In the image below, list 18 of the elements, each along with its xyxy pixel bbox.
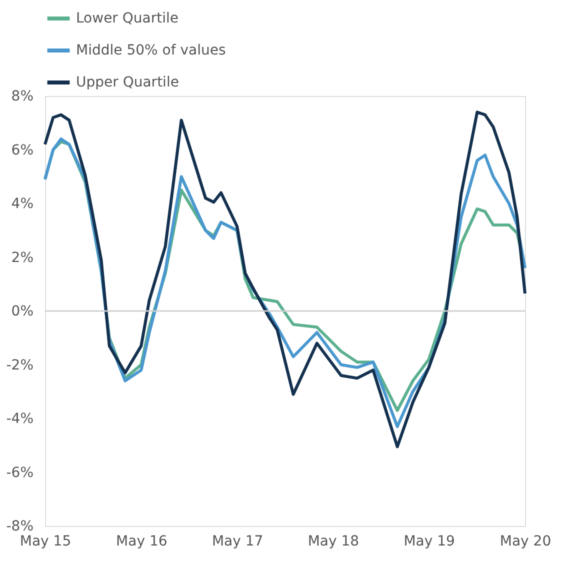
x-tick-label: May 17 (212, 534, 264, 550)
x-tick-label: May 19 (404, 534, 455, 550)
x-tick-label: May 20 (500, 534, 552, 550)
y-tick-label: -8% (6, 518, 34, 534)
y-tick-label: 0% (11, 304, 34, 320)
y-tick-label: -4% (6, 411, 34, 427)
legend-label: Upper Quartile (76, 74, 179, 90)
y-tick-label: 8% (11, 88, 34, 104)
y-tick-label: -6% (6, 464, 34, 481)
x-tick-label: May 18 (308, 534, 360, 550)
legend-label: Middle 50% of values (76, 42, 226, 58)
x-tick-label: May 16 (116, 534, 168, 550)
legend-label: Lower Quartile (76, 10, 178, 26)
y-tick-label: 2% (11, 250, 34, 266)
x-tick-label: May 15 (20, 534, 72, 550)
y-tick-label: -2% (6, 357, 34, 374)
y-tick-label: 4% (11, 196, 34, 212)
y-tick-label: 6% (11, 142, 34, 158)
